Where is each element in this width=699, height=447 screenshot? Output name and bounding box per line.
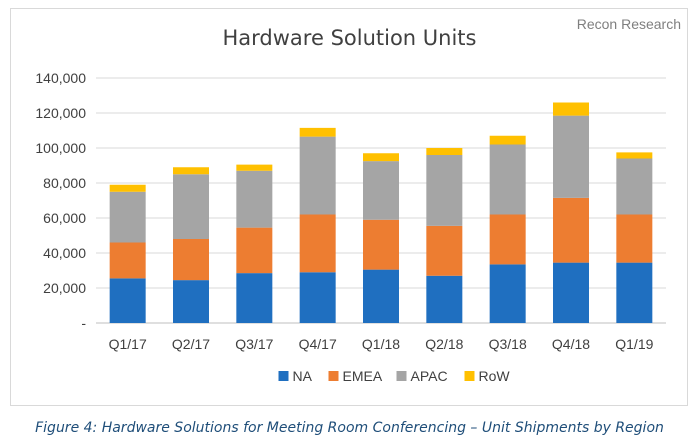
y-tick-label: 60,000 [43, 210, 86, 226]
bar-emea-Q1-18 [363, 219, 399, 270]
bar-apac-Q3-18 [489, 144, 526, 215]
bar-row-Q1-19 [616, 152, 653, 159]
y-tick-label: 140,000 [35, 70, 86, 86]
bar-na-Q3-18 [489, 264, 526, 323]
legend-swatch-emea [328, 371, 339, 381]
x-tick-label: Q3/18 [489, 336, 527, 352]
bar-apac-Q1-19 [616, 158, 653, 215]
bar-emea-Q2-17 [173, 239, 209, 281]
bar-na-Q3-17 [236, 273, 273, 323]
bar-row-Q2-17 [173, 167, 209, 175]
bar-emea-Q3-17 [236, 227, 273, 274]
bar-apac-Q4-18 [553, 115, 589, 198]
bar-na-Q1-17 [109, 278, 146, 323]
legend-label-apac: APAC [411, 368, 448, 384]
x-tick-label: Q2/18 [425, 336, 463, 352]
bar-row-Q4-17 [299, 127, 336, 137]
legend-swatch-apac [396, 371, 407, 381]
bar-na-Q1-19 [616, 262, 653, 323]
y-tick-label: 40,000 [43, 245, 86, 261]
y-tick-label: 80,000 [43, 175, 86, 191]
bar-row-Q3-17 [236, 164, 273, 171]
bar-na-Q2-17 [173, 280, 209, 323]
bar-emea-Q1-17 [109, 242, 146, 279]
bar-emea-Q1-19 [616, 214, 653, 263]
bar-emea-Q4-18 [553, 197, 589, 263]
x-tick-label: Q3/17 [235, 336, 273, 352]
bar-row-Q4-18 [553, 102, 589, 116]
bar-apac-Q4-17 [299, 136, 336, 215]
y-tick-label: 120,000 [35, 105, 86, 121]
bar-row-Q3-18 [489, 135, 526, 145]
bar-na-Q4-17 [299, 272, 336, 323]
bar-emea-Q4-17 [299, 214, 336, 273]
x-tick-label: Q4/17 [299, 336, 337, 352]
bar-apac-Q2-17 [173, 174, 209, 239]
y-tick-label: 20,000 [43, 280, 86, 296]
legend-swatch-row [464, 371, 475, 381]
bar-apac-Q1-18 [363, 161, 399, 220]
bar-emea-Q2-18 [426, 225, 463, 276]
bar-na-Q1-18 [363, 269, 399, 323]
bar-row-Q2-18 [426, 148, 463, 155]
x-tick-label: Q4/18 [552, 336, 590, 352]
bar-apac-Q3-17 [236, 170, 273, 228]
x-tick-label: Q1/19 [615, 336, 653, 352]
legend-swatch-na [278, 371, 289, 381]
bar-apac-Q2-18 [426, 155, 463, 226]
bar-apac-Q1-17 [109, 191, 146, 243]
y-tick-label: - [81, 315, 86, 331]
bar-na-Q4-18 [553, 262, 589, 323]
legend-label-row: RoW [479, 368, 511, 384]
chart-title: Hardware Solution Units [222, 26, 477, 50]
bar-emea-Q3-18 [489, 214, 526, 265]
watermark: Recon Research [576, 16, 681, 32]
legend-label-emea: EMEA [343, 368, 383, 384]
x-tick-label: Q1/17 [109, 336, 147, 352]
x-tick-label: Q2/17 [172, 336, 210, 352]
bar-row-Q1-17 [109, 184, 146, 192]
bar-row-Q1-18 [363, 153, 399, 162]
y-tick-label: 100,000 [35, 140, 86, 156]
x-tick-label: Q1/18 [362, 336, 400, 352]
figure-caption: Figure 4: Hardware Solutions for Meeting… [35, 420, 664, 436]
legend-label-na: NA [293, 368, 313, 384]
bar-na-Q2-18 [426, 275, 463, 323]
